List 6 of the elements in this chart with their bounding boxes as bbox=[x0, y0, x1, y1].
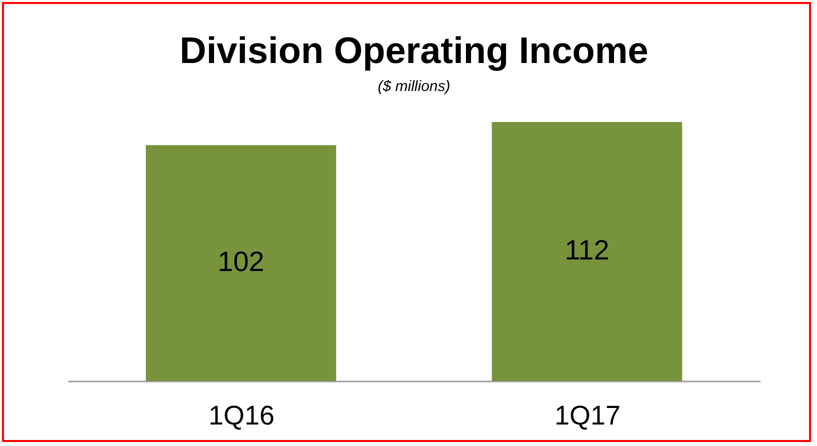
x-tick-label: 1Q16 bbox=[208, 400, 275, 430]
data-label: 102 bbox=[218, 246, 264, 278]
data-label: 112 bbox=[564, 234, 610, 266]
chart-subtitle: ($ millions) bbox=[378, 78, 450, 95]
x-tick-label: 1Q17 bbox=[554, 400, 621, 430]
chart-title: Division Operating Income bbox=[180, 30, 648, 71]
